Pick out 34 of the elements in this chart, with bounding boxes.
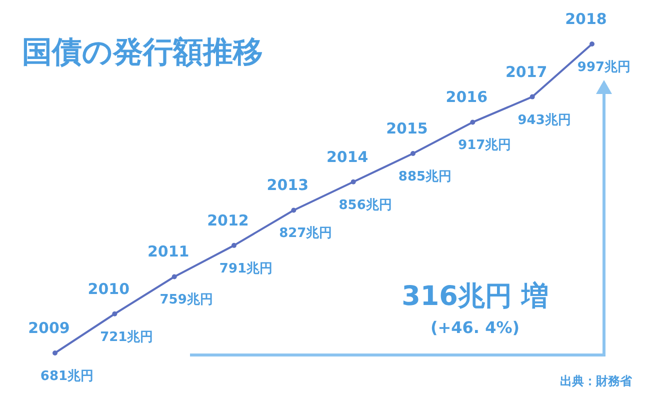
data-label: 721兆円 [100,330,154,345]
x-tick-label: 2016 [446,88,488,106]
point [410,151,416,156]
data-label: 681兆円 [40,369,94,384]
x-tick-label: 2015 [386,120,428,138]
x-tick-label: 2010 [88,280,130,298]
point [530,94,535,100]
point [470,120,476,125]
point [172,274,177,280]
x-tick-label: 2012 [207,211,249,230]
x-tick-label: 2011 [147,242,190,261]
point [291,208,296,213]
annotation: (+46. 4%) [430,318,520,337]
x-tick-label: 2014 [326,148,368,166]
data-label: 917兆円 [458,138,512,154]
x-tick-label: 2018 [565,10,607,28]
data-label: 885兆円 [398,170,452,185]
data-label: 943兆円 [518,112,571,128]
point [232,242,236,248]
annotation: 316兆円 増 [402,281,548,312]
point [52,350,58,356]
data-label: 759兆円 [160,292,213,308]
x-tick-label: 2009 [28,319,70,337]
x-tick-label: 2017 [505,62,548,81]
data-label: 827兆円 [279,226,332,242]
data-label: 791兆円 [219,261,273,276]
source-note: 出典：財務省 [560,374,633,388]
point [350,179,356,184]
data-label: 997兆円 [577,60,631,75]
chart-title: 国債の発行額推移 [22,35,263,70]
point [590,42,594,46]
point [112,311,118,316]
data-label: 856兆円 [338,198,392,213]
x-tick-label: 2013 [266,176,309,194]
